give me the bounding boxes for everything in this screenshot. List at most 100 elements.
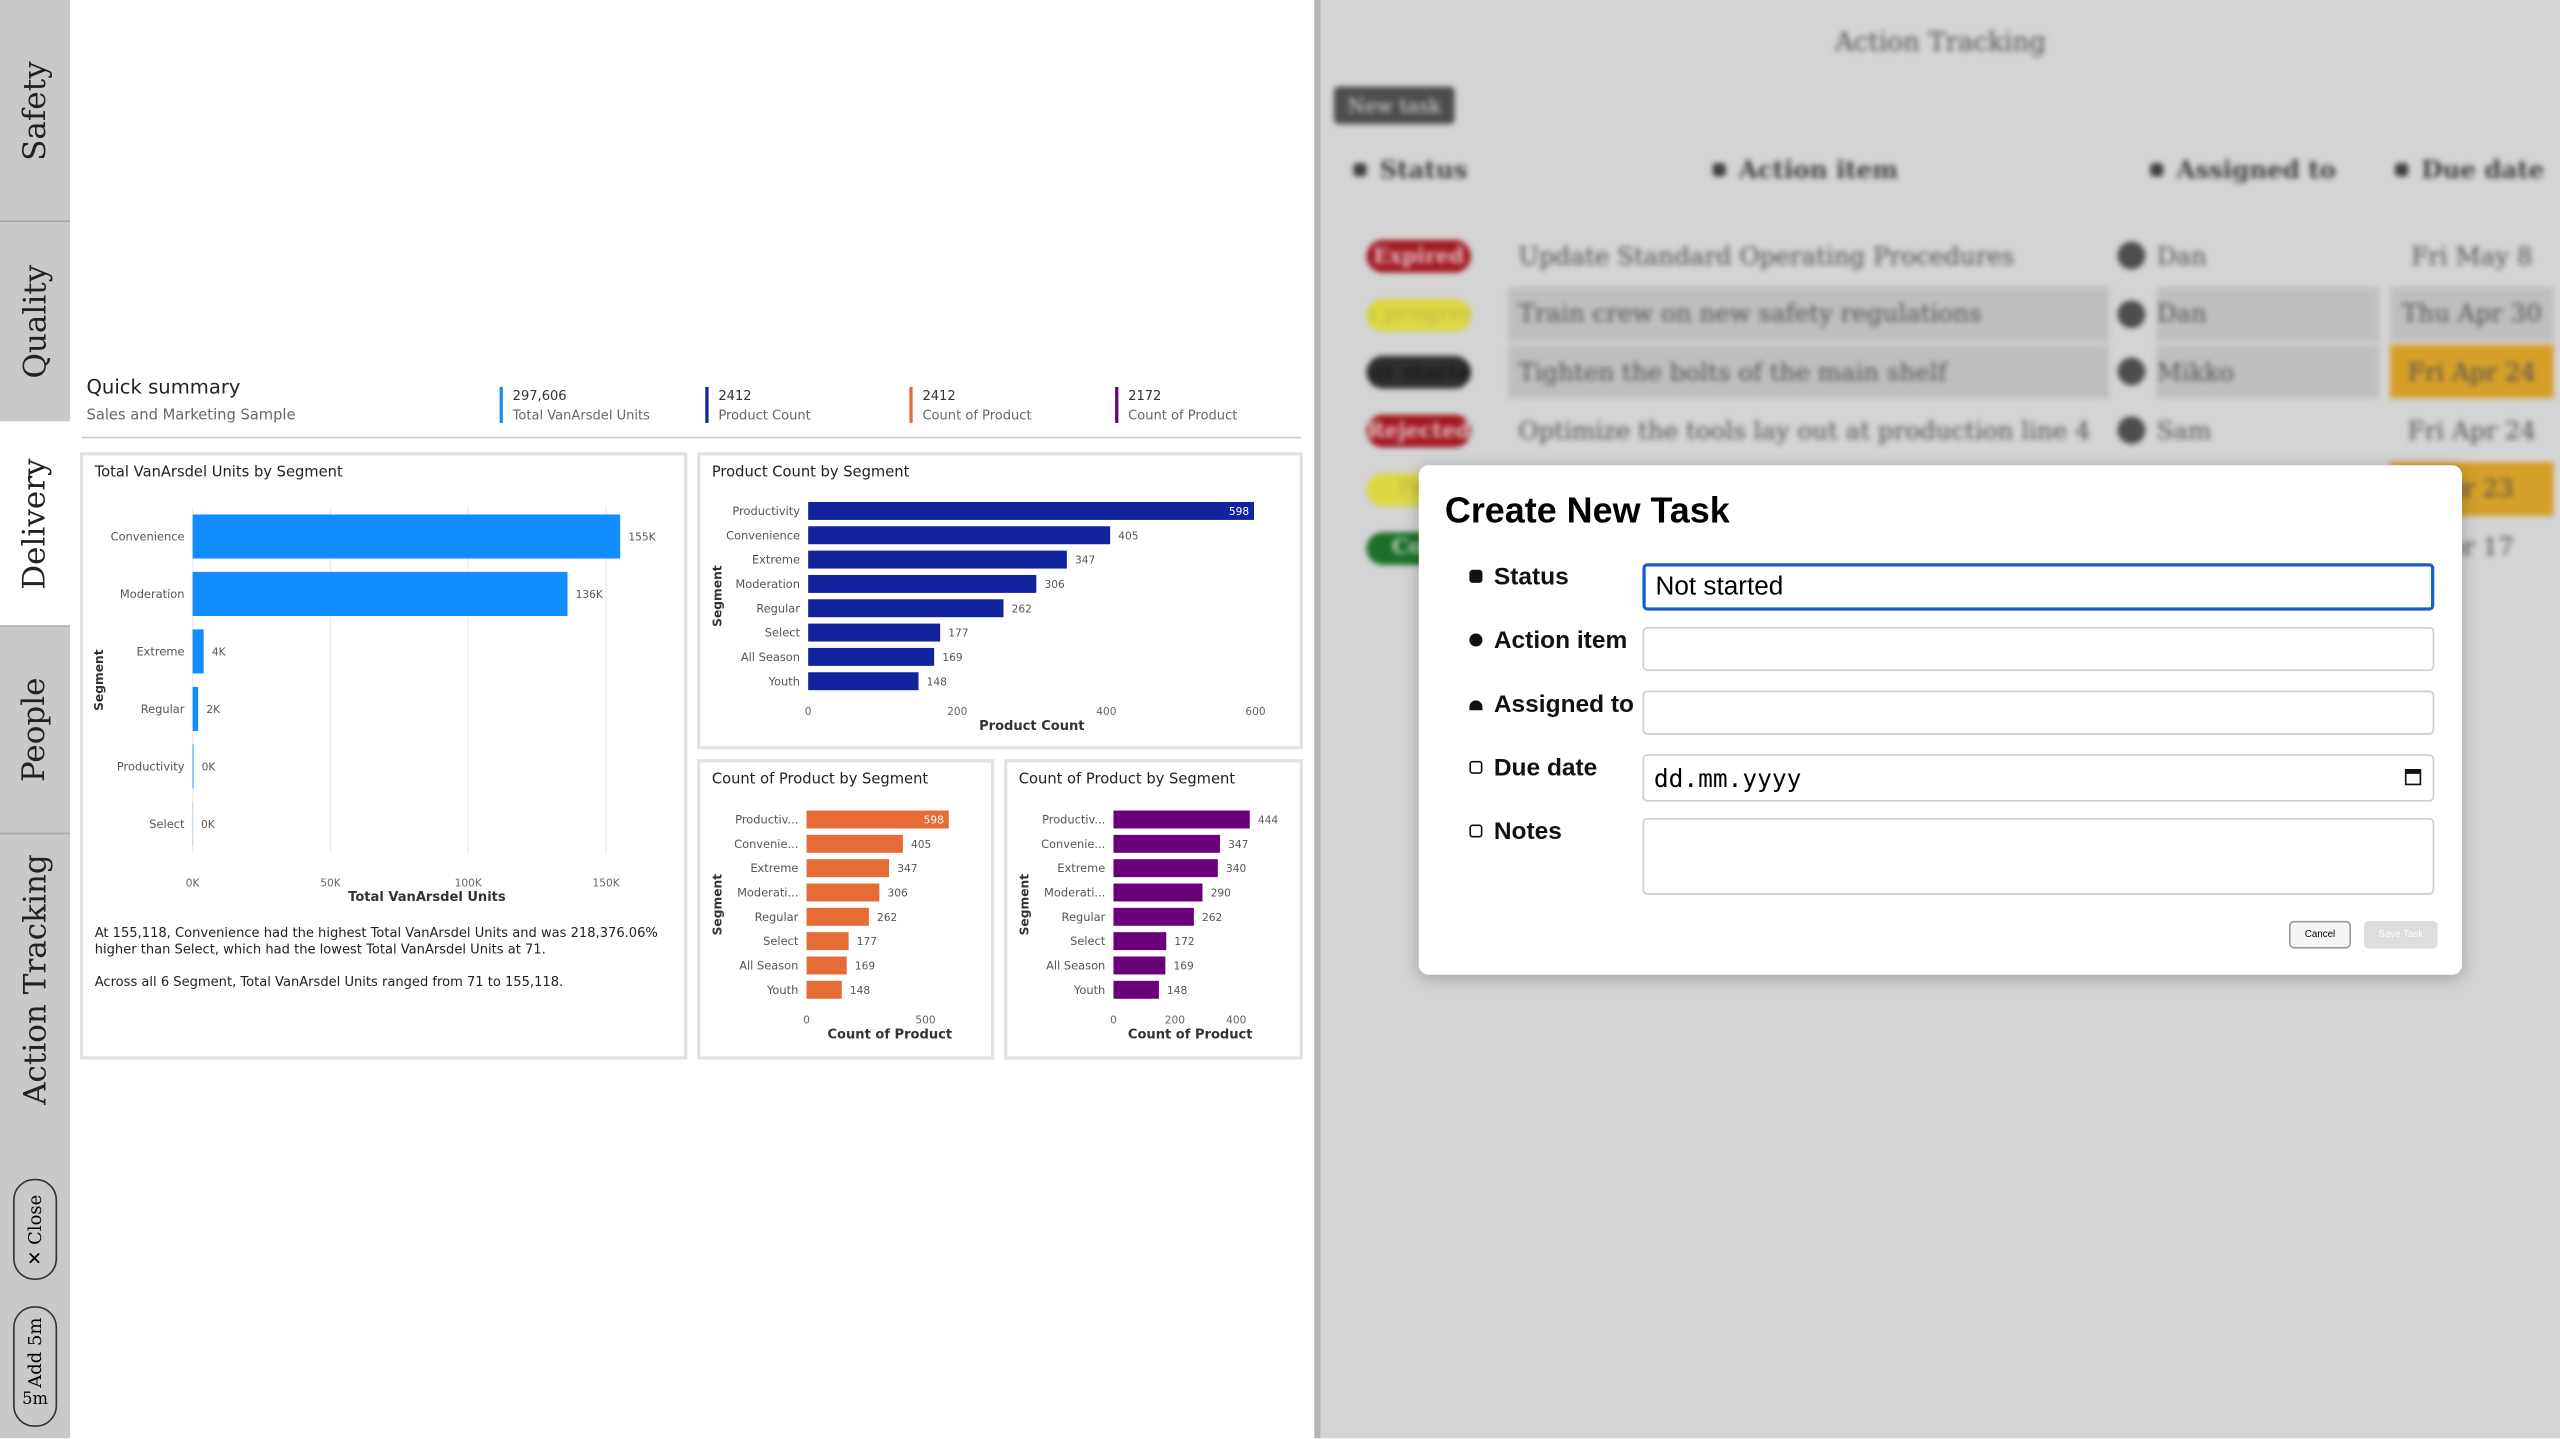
status-badge: In progress (1366, 298, 1472, 331)
chart-title: Total VanArsdel Units by Segment (94, 464, 343, 481)
chart-title: Product Count by Segment (712, 464, 910, 481)
action-cell: Optimize the tools lay out at production… (1518, 415, 2091, 446)
header-icon (2395, 163, 2409, 177)
cancel-button[interactable]: Cancel (2288, 920, 2352, 949)
status-select[interactable]: Not started (1642, 563, 2435, 611)
category-label: Productiv... (735, 813, 798, 827)
narrative: At 155,118, Convenience had the highest … (95, 926, 670, 1008)
x-tick-label: 200 (947, 705, 968, 718)
field-label: Assigned to (1469, 690, 1635, 719)
data-label: 598 (924, 814, 945, 827)
bar (192, 686, 199, 731)
bar (806, 859, 890, 878)
data-label: 0K (202, 760, 217, 773)
x-tick-label: 0K (186, 877, 201, 890)
y-axis-title: Segment (1018, 874, 1032, 936)
data-label: 148 (1167, 984, 1188, 997)
assignee-cell: Dan (2156, 286, 2379, 341)
data-label: 177 (857, 935, 877, 948)
add-time-button[interactable]: Add 5m (13, 1306, 58, 1427)
category-label: Regular (755, 910, 799, 924)
x-tick-label: 0 (1110, 1014, 1117, 1027)
field-label: Action item (1469, 627, 1627, 655)
y-axis-title: Segment (711, 874, 725, 936)
category-label: Moderation (120, 587, 185, 601)
chart-title: Count of Product by Segment (712, 771, 929, 788)
action-table: Action Tracking New task Status Action it… (1321, 0, 2560, 1438)
kpi-value: 297,606 (513, 389, 567, 404)
bar (808, 647, 935, 666)
column-header: Due date (2421, 155, 2545, 185)
label-text: Status (1493, 563, 1569, 592)
data-label: 306 (887, 887, 908, 900)
tab-active[interactable]: Delivery (0, 421, 71, 627)
data-label: 405 (1118, 529, 1138, 542)
category-label: Youth (766, 983, 798, 997)
header-icon (1712, 163, 1726, 177)
bar (808, 550, 1067, 569)
status-badge: Rejected (1366, 414, 1472, 448)
data-label: 306 (1044, 578, 1065, 591)
at-title: Action Tracking (1834, 26, 2046, 58)
bar (806, 932, 849, 951)
label-text: Action item (1493, 626, 1628, 655)
category-label: All Season (1046, 959, 1105, 973)
bar (806, 980, 842, 999)
bar (1113, 834, 1220, 853)
kpi-accent (1115, 386, 1119, 423)
category-label: Extreme (136, 645, 184, 659)
due-cell: Thu Apr 30 (2390, 286, 2554, 341)
data-label: 169 (855, 960, 875, 973)
data-label: 136K (576, 588, 604, 601)
date-input[interactable]: dd.mm.yyyy (1642, 754, 2435, 802)
category-label: Productiv... (1042, 813, 1105, 827)
category-label: All Season (739, 959, 798, 973)
data-label: 340 (1226, 862, 1247, 875)
data-label: 2K (206, 703, 221, 716)
bar (1113, 859, 1218, 878)
new-task-button[interactable]: New task (1333, 86, 1455, 125)
bar (1113, 980, 1159, 999)
data-label: 347 (1075, 554, 1095, 567)
kpi-label: Count of Product (1128, 409, 1237, 424)
data-label: 148 (850, 984, 871, 997)
field-label: Notes (1469, 818, 1562, 846)
category-label: Productivity (732, 504, 800, 518)
calendar-icon[interactable] (2404, 768, 2422, 786)
modal: Create New Task Status Action item Assig… (1418, 465, 2463, 975)
category-label: Convenience (111, 530, 185, 544)
tab[interactable]: Safety (0, 0, 71, 223)
label-text: Assigned to (1493, 690, 1635, 719)
date-placeholder: dd.mm.yyyy (1653, 763, 1802, 793)
x-tick-label: 600 (1245, 705, 1266, 718)
data-label: 290 (1211, 887, 1232, 900)
action-input[interactable] (1642, 626, 2435, 672)
splitter (1314, 0, 1321, 1439)
label-text: Due date (1493, 754, 1598, 783)
bar (806, 834, 903, 853)
assigned-input[interactable] (1642, 690, 2435, 735)
kpi-accent (909, 386, 913, 423)
due-cell: Fri Apr 24 (2407, 415, 2536, 446)
x-tick-label: 400 (1096, 705, 1117, 718)
close-button[interactable]: ✕ Close (13, 1178, 58, 1280)
data-label: 0K (201, 818, 216, 831)
data-label: 4K (212, 646, 227, 659)
header-icon (2150, 163, 2164, 177)
avatar (2117, 358, 2146, 386)
notes-input[interactable] (1642, 817, 2435, 895)
kpi-accent (499, 386, 503, 423)
summary-subtitle: Sales and Marketing Sample (87, 407, 296, 424)
category-label: Convenie... (1041, 837, 1105, 851)
save-button[interactable]: Save Task (2364, 920, 2438, 949)
assignee-cell: Sam (2156, 415, 2212, 446)
kpi-label: Count of Product (922, 409, 1031, 424)
category-label: Extreme (750, 861, 798, 875)
category-label: Extreme (752, 553, 800, 567)
bar (192, 744, 194, 789)
tab[interactable]: People (0, 625, 71, 835)
avatar (2117, 416, 2146, 445)
x-tick-label: 0 (805, 705, 812, 718)
